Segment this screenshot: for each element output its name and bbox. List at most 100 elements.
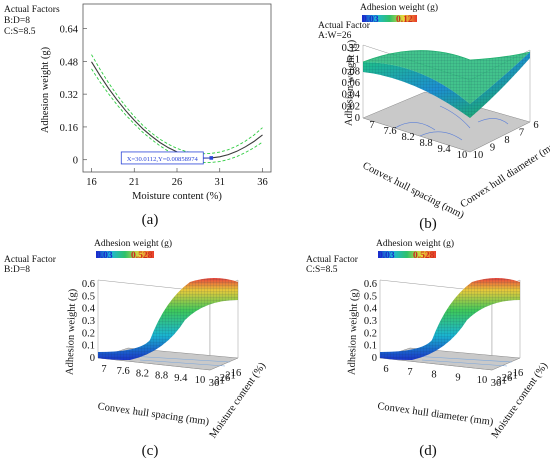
y-tick-label-b: 6: [533, 120, 538, 131]
floor-contours-c: [129, 355, 231, 367]
y-tick-label-c: 31: [214, 376, 225, 387]
x-tick-label-d: 8: [431, 370, 436, 381]
z-tick-label-b: 0.04: [342, 90, 361, 101]
colorbar-min-d: 0.03: [378, 251, 395, 261]
colorbar-max-d: 0.528: [413, 251, 435, 261]
annotation-box-a: [120, 151, 204, 165]
x-axis-label-d: Convex hull diameter (mm): [377, 401, 495, 428]
x-tick-label-c: 8.8: [155, 371, 168, 382]
colorbar-max-b: 0.12: [396, 15, 413, 25]
x-tick-labels-a: 16 21 26 31 36: [86, 168, 268, 188]
z-tick-label-c: 0.4: [82, 304, 96, 315]
surface-mesh-d: [380, 278, 520, 360]
z-tick-label-b: 0.08: [342, 66, 360, 77]
factor-line-c-1: B:D=8: [4, 265, 30, 275]
factor-line-a-2: C:S=8.5: [4, 27, 36, 37]
z-tick-label-c: 0.2: [82, 328, 95, 339]
x-tick-label-c: 10: [195, 375, 206, 386]
x-tick-label-d: 7: [407, 367, 412, 378]
panel-d: Actual Factor C:S=8.5 Adhesion weight (g…: [306, 238, 550, 459]
factor-title-a: Actual Factors: [4, 5, 60, 15]
legend-title-d: Adhesion weight (g): [376, 238, 454, 249]
annotation-text-a: X=30.0112,Y=0.00858974: [127, 156, 199, 163]
x-tick-label-b: 8.2: [401, 132, 414, 143]
x-axis-label-a: Moisture content (%): [132, 191, 222, 202]
panel-b: Actual Factor A:W=26 Adhesion weight (g)…: [318, 2, 550, 232]
x-tick-label-b: 7.6: [383, 126, 396, 137]
z-axis-label-c: Adhesion weight (g): [64, 288, 78, 375]
z-tick-label-c: 0.6: [82, 279, 95, 290]
z-axis-label-b: Adhesion weight (g): [343, 39, 357, 126]
x-tick-labels-d: 6 7 8 9 10: [383, 364, 487, 386]
x-tick-label-a: 31: [214, 177, 225, 188]
x-tick-label-c: 9.4: [174, 373, 188, 384]
plot-frame-a: [82, 3, 272, 173]
colorbar-max-c: 0.528: [131, 251, 153, 261]
panel-label-d: (d): [419, 443, 437, 459]
panel-label-a: (a): [142, 212, 159, 228]
z-tick-label-c: 0.5: [82, 291, 95, 302]
z-tick-label-c: 0: [90, 353, 95, 364]
z-tick-label-d: 0.2: [364, 328, 377, 339]
legend-title-b: Adhesion weight (g): [360, 2, 438, 13]
legend-title-c: Adhesion weight (g): [94, 238, 172, 249]
x-tick-label-c: 7.6: [117, 366, 130, 377]
y-tick-label-b: 9: [490, 143, 495, 154]
optimum-point-a: [209, 156, 214, 160]
y-axis-label-a: Adhesion weight (g): [40, 46, 51, 133]
y-tick-labels-a: 0 0.16 0.32 0.48 0.64: [60, 25, 87, 167]
x-tick-label-a: 36: [257, 177, 268, 188]
z-tick-label-b: 0: [355, 113, 360, 124]
y-tick-label-d: 21: [507, 371, 518, 382]
surface-top-mesh-b: [363, 50, 530, 104]
x-tick-label-d: 10: [477, 375, 488, 386]
series-line-ci-lower: [91, 68, 263, 163]
y-tick-label-b: 10: [473, 150, 484, 161]
x-tick-label-b: 9.4: [437, 144, 451, 155]
surface-mesh-c: [98, 278, 238, 360]
x-tick-labels-b: 7 7.6 8.2 8.8 9.4 10: [369, 120, 467, 161]
y-tick-label-d: 16: [513, 368, 524, 379]
factor-line-d-1: C:S=8.5: [306, 265, 338, 275]
z-tick-label-b: 0.06: [342, 78, 360, 89]
x-axis-label-c: Convex hull spacing (mm): [97, 401, 210, 428]
x-tick-labels-c: 7 7.6 8.2 8.8 9.4 10: [101, 364, 205, 386]
z-tick-labels-d: 00.1 0.20.30.4 0.50.6: [364, 279, 378, 364]
factor-line-a-1: B:D=8: [4, 16, 30, 26]
z-tick-label-c: 0.3: [82, 316, 95, 327]
annotation-a: X=30.0112,Y=0.00858974: [120, 151, 214, 165]
z-tick-label-d: 0.3: [364, 316, 377, 327]
y-tick-label-c: 26: [220, 373, 231, 384]
z-tick-labels-b: 00.020.040.060.080.10.12: [342, 43, 361, 124]
x-tick-label-d: 9: [455, 372, 460, 383]
factor-title-d: Actual Factor: [306, 255, 359, 265]
y-tick-label-c: 16: [231, 368, 242, 379]
y-tick-label-c: 21: [225, 371, 236, 382]
colorbar-b: [362, 15, 417, 22]
panel-label-c: (c): [142, 443, 159, 459]
floor-b: [362, 91, 531, 153]
x-tick-label-b: 10: [457, 150, 468, 161]
floor-contours-b: [394, 105, 509, 141]
z-tick-label-d: 0.1: [364, 341, 377, 352]
x-tick-label-b: 8.8: [419, 138, 432, 149]
panel-label-b: (b): [419, 216, 437, 232]
z-tick-label-d: 0.5: [364, 291, 377, 302]
y-tick-label-d: 36: [491, 378, 502, 389]
panel-c: Actual Factor B:D=8 Adhesion weight (g) …: [4, 238, 269, 459]
surface-mesh-b: [363, 52, 530, 118]
colorbar-min-b: 0.03: [362, 15, 379, 25]
z-tick-label-c: 0.1: [82, 341, 95, 352]
factor-title-b: Actual Factor: [318, 21, 371, 31]
factor-line-b-1: A:W=26: [318, 31, 352, 41]
x-tick-label-a: 21: [129, 177, 140, 188]
x-tick-label-a: 26: [172, 177, 183, 188]
y-tick-label-d: 31: [496, 376, 507, 387]
colorbar-c: [96, 251, 154, 258]
y-tick-label-b: 7: [519, 128, 524, 139]
z-tick-label-d: 0.6: [364, 279, 377, 290]
z-tick-label-b: 0.02: [342, 101, 360, 112]
x-axis-label-b: Convex hull spacing (mm): [361, 160, 466, 221]
